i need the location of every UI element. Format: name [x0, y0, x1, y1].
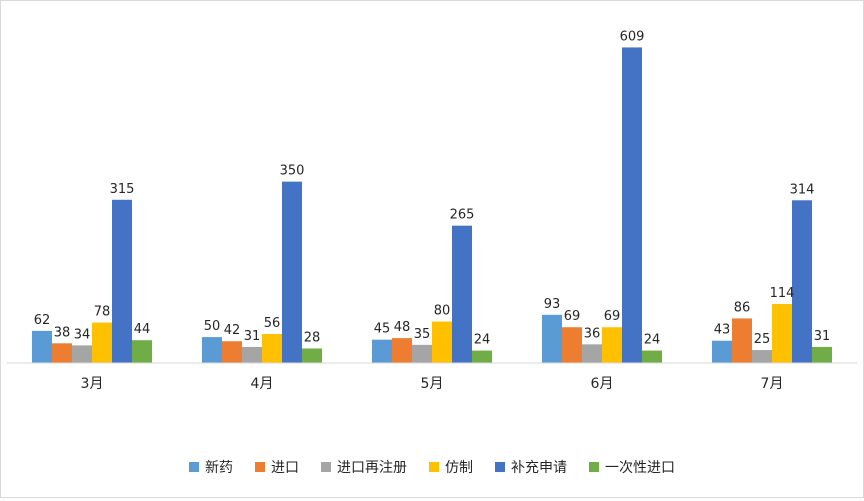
data-label-2-6: 28 [304, 330, 321, 345]
bar-3-5 [452, 225, 472, 363]
legend-label-5: 补充申请 [511, 460, 567, 476]
bar-5-4 [772, 303, 792, 363]
data-label-5-4: 114 [770, 286, 795, 301]
legend-swatch-6 [589, 462, 599, 472]
legend-item-1: 新药 [189, 460, 233, 476]
bar-3-2 [392, 338, 412, 363]
x-tick-label-4: 6月 [591, 376, 614, 392]
data-label-4-3: 36 [584, 326, 601, 341]
data-label-4-6: 24 [644, 333, 661, 348]
data-label-2-1: 50 [204, 319, 221, 334]
data-label-1-4: 78 [94, 305, 111, 320]
bar-1-5 [112, 199, 132, 363]
legend-swatch-1 [189, 462, 199, 472]
data-label-2-4: 56 [264, 316, 281, 331]
data-label-1-3: 34 [74, 327, 91, 342]
legend-item-3: 进口再注册 [321, 460, 407, 476]
data-label-5-5: 314 [790, 182, 815, 197]
bar-2-2 [222, 341, 242, 363]
data-label-5-1: 43 [714, 323, 731, 338]
x-tick-label-1: 3月 [81, 376, 104, 392]
bar-3-6 [472, 350, 492, 363]
bar-4-6 [642, 350, 662, 363]
legend-item-4: 仿制 [429, 460, 473, 476]
bar-2-5 [282, 181, 302, 363]
x-axis-tick-labels: 3月 4月 5月 6月 7月 [81, 376, 784, 392]
data-label-1-5: 315 [110, 182, 135, 197]
bar-1-4 [92, 322, 112, 363]
legend-label-4: 仿制 [445, 460, 473, 476]
bar-2-6 [302, 348, 322, 363]
bars-layer [32, 47, 832, 363]
data-label-5-6: 31 [814, 329, 831, 344]
legend-swatch-4 [429, 462, 439, 472]
bar-4-3 [582, 344, 602, 363]
legend-item-6: 一次性进口 [589, 460, 675, 476]
data-label-1-1: 62 [34, 313, 51, 328]
data-label-5-2: 86 [734, 300, 751, 315]
data-label-4-2: 69 [564, 309, 581, 324]
data-label-2-2: 42 [224, 323, 241, 338]
data-label-3-3: 35 [414, 327, 431, 342]
data-label-4-1: 93 [544, 297, 561, 312]
bar-4-5 [622, 47, 642, 363]
legend-swatch-2 [255, 462, 265, 472]
bar-1-1 [32, 330, 52, 363]
bar-1-3 [72, 345, 92, 363]
bar-5-1 [712, 340, 732, 363]
bar-5-3 [752, 350, 772, 363]
bar-5-5 [792, 200, 812, 363]
x-tick-label-5: 7月 [761, 376, 784, 392]
bar-3-3 [412, 344, 432, 363]
x-tick-label-3: 5月 [421, 376, 444, 392]
bar-3-1 [372, 339, 392, 363]
bar-2-1 [202, 337, 222, 363]
x-tick-label-2: 4月 [251, 376, 274, 392]
bar-3-4 [432, 321, 452, 363]
legend-item-5: 补充申请 [495, 460, 567, 476]
data-label-2-5: 350 [280, 164, 305, 179]
data-label-3-1: 45 [374, 322, 391, 337]
legend-swatch-5 [495, 462, 505, 472]
data-label-5-3: 25 [754, 332, 771, 347]
data-label-3-2: 48 [394, 320, 411, 335]
bar-4-1 [542, 314, 562, 363]
bar-5-6 [812, 346, 832, 363]
data-label-3-5: 265 [450, 208, 475, 223]
bar-5-2 [732, 318, 752, 363]
bar-2-4 [262, 333, 282, 363]
data-label-1-2: 38 [54, 325, 71, 340]
legend: 新药 进口 进口再注册 仿制 补充申请 一次性进口 [189, 460, 675, 476]
legend-label-2: 进口 [271, 460, 299, 476]
legend-label-6: 一次性进口 [605, 460, 675, 476]
bar-1-2 [52, 343, 72, 363]
legend-label-1: 新药 [205, 460, 233, 476]
data-label-1-6: 44 [134, 322, 151, 337]
data-label-3-6: 24 [474, 333, 491, 348]
legend-item-2: 进口 [255, 460, 299, 476]
bar-1-6 [132, 340, 152, 363]
data-label-2-3: 31 [244, 329, 261, 344]
bar-4-2 [562, 327, 582, 363]
legend-label-3: 进口再注册 [337, 460, 407, 476]
data-label-3-4: 80 [434, 304, 451, 319]
legend-swatch-3 [321, 462, 331, 472]
data-label-4-4: 69 [604, 309, 621, 324]
data-label-4-5: 609 [620, 29, 645, 44]
bar-4-4 [602, 327, 622, 363]
bar-2-3 [242, 346, 262, 363]
